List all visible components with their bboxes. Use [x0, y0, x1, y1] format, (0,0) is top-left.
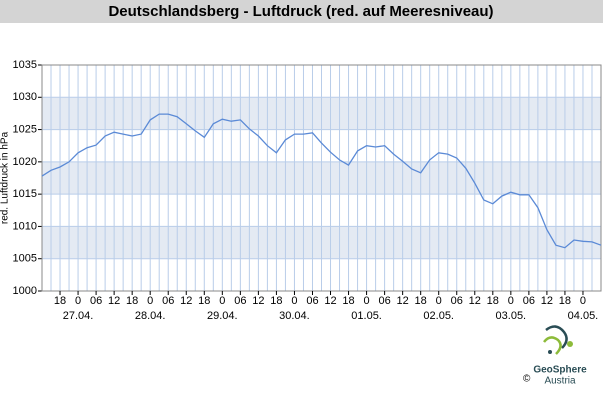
x-tick-label: 18 — [487, 295, 499, 307]
logo-dot — [567, 341, 573, 347]
chart-title: Deutschlandsberg - Luftdruck (red. auf M… — [108, 3, 493, 20]
logo-stroke — [545, 325, 568, 349]
x-tick-label: 06 — [90, 295, 102, 307]
x-tick-label: 18 — [54, 295, 66, 307]
x-tick-label: 0 — [219, 295, 225, 307]
x-tick-label: 06 — [523, 295, 535, 307]
y-tick-label: 1005 — [13, 253, 37, 265]
x-tick-label: 18 — [126, 295, 138, 307]
y-tick-label: 1000 — [13, 285, 37, 297]
x-tick-label: 0 — [147, 295, 153, 307]
x-tick-label: 12 — [397, 295, 409, 307]
x-date-label: 30.04. — [279, 310, 310, 322]
x-date-label: 28.04. — [135, 310, 166, 322]
x-tick-label: 0 — [75, 295, 81, 307]
x-tick-label: 12 — [324, 295, 336, 307]
y-tick-label: 1025 — [13, 123, 37, 135]
logo-dot — [548, 350, 552, 354]
y-tick-label: 1020 — [13, 156, 37, 168]
x-tick-label: 12 — [252, 295, 264, 307]
x-tick-label: 06 — [378, 295, 390, 307]
x-tick-label: 12 — [180, 295, 192, 307]
x-tick-label: 18 — [198, 295, 210, 307]
brand-sub: Austria — [544, 376, 576, 387]
x-tick-label: 06 — [162, 295, 174, 307]
x-tick-label: 06 — [306, 295, 318, 307]
x-tick-label: 12 — [541, 295, 553, 307]
x-date-label: 02.05. — [423, 310, 454, 322]
logo — [543, 325, 573, 355]
x-tick-label: 0 — [508, 295, 514, 307]
x-tick-label: 18 — [415, 295, 427, 307]
y-tick-label: 1035 — [13, 59, 37, 71]
x-date-label: 29.04. — [207, 310, 238, 322]
x-date-label: 03.05. — [496, 310, 527, 322]
x-tick-label: 0 — [291, 295, 297, 307]
brand: GeoSphere — [533, 365, 587, 376]
title-bar — [0, 0, 603, 23]
y-tick-label: 1030 — [13, 91, 37, 103]
x-tick-label: 0 — [436, 295, 442, 307]
x-tick-label: 06 — [451, 295, 463, 307]
x-tick-label: 12 — [469, 295, 481, 307]
x-date-label: 01.05. — [351, 310, 382, 322]
x-tick-label: 12 — [108, 295, 120, 307]
x-date-label: 04.05. — [568, 310, 599, 322]
x-tick-label: 18 — [342, 295, 354, 307]
y-axis-label: red. Luftdruck in hPa — [0, 131, 11, 224]
x-tick-label: 0 — [364, 295, 370, 307]
x-tick-label: 06 — [234, 295, 246, 307]
x-tick-label: 0 — [580, 295, 586, 307]
data-line — [41, 113, 602, 249]
logo-stroke — [543, 336, 562, 355]
x-tick-label: 18 — [270, 295, 282, 307]
copyright: © — [523, 374, 531, 385]
x-date-label: 27.04. — [63, 310, 94, 322]
y-tick-label: 1015 — [13, 188, 37, 200]
x-tick-label: 18 — [559, 295, 571, 307]
y-tick-label: 1010 — [13, 220, 37, 232]
plot-border — [41, 64, 602, 292]
